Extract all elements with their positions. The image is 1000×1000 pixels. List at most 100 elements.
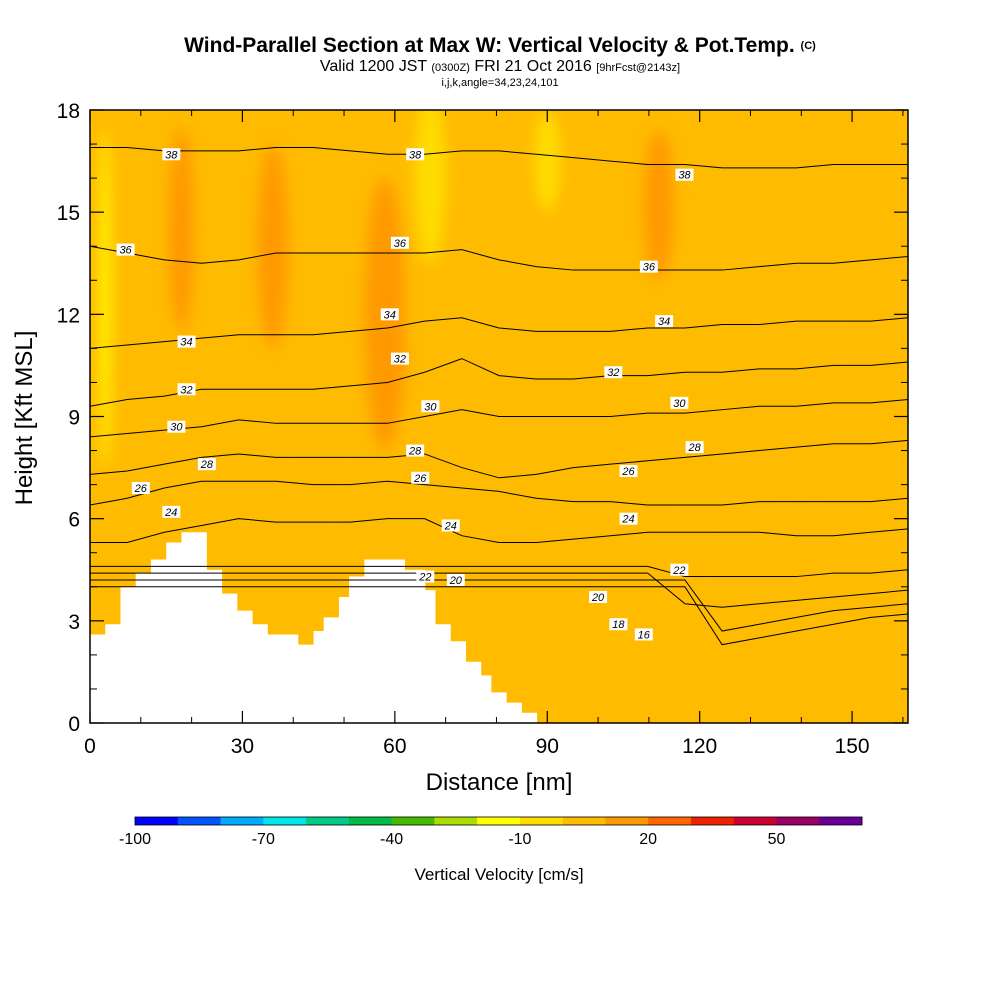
- theta-label-text: 26: [134, 483, 148, 495]
- theta-label-text: 30: [673, 398, 686, 410]
- theta-label-text: 20: [449, 575, 463, 587]
- chart-subtitle: Valid 1200 JST (0300Z) FRI 21 Oct 2016 […: [319, 58, 681, 75]
- x-tick-label: 150: [835, 735, 870, 758]
- theta-label: 34: [177, 335, 196, 349]
- theta-label-text: 24: [444, 520, 457, 532]
- colorbar-tick-label: -40: [380, 831, 403, 848]
- colorbar-swatch: [135, 817, 179, 825]
- theta-label: 28: [406, 444, 425, 458]
- theta-contour-32: [90, 358, 908, 407]
- y-tick-label: 18: [57, 100, 80, 123]
- theta-label: 26: [619, 464, 638, 478]
- theta-label-text: 30: [170, 422, 183, 434]
- theta-label: 28: [685, 441, 704, 454]
- theta-label-box: [406, 444, 425, 457]
- theta-label-box: [685, 441, 704, 454]
- theta-label: 34: [655, 315, 674, 328]
- theta-label: 30: [167, 420, 186, 434]
- theta-label-text: 30: [424, 401, 437, 413]
- theta-label-box: [609, 618, 628, 631]
- colorbar-swatch: [177, 817, 222, 825]
- theta-label: 36: [639, 260, 658, 274]
- theta-label-text: 34: [180, 337, 192, 349]
- theta-label: 32: [390, 352, 409, 366]
- colorbar-swatch: [519, 817, 564, 825]
- theta-label-box: [131, 482, 150, 495]
- theta-label-text: 28: [408, 446, 422, 458]
- colorbar-tick-label: 20: [639, 831, 657, 848]
- theta-label-box: [675, 168, 694, 181]
- colorbar-frame: [134, 816, 863, 826]
- theta-label: 38: [675, 168, 694, 182]
- theta-label-box: [604, 366, 623, 379]
- theta-label-box: [446, 573, 465, 586]
- theta-label-text: 24: [621, 514, 634, 526]
- theta-label-text: 28: [200, 459, 214, 471]
- theta-label: 20: [446, 573, 465, 587]
- theta-label-text: 32: [394, 354, 406, 366]
- theta-label-box: [655, 315, 674, 328]
- colorbar-title: Vertical Velocity [cm/s]: [414, 865, 583, 884]
- theta-contour-20: [90, 572, 908, 608]
- theta-label: 22: [416, 570, 435, 584]
- colorbar-swatch: [391, 817, 435, 825]
- colorbar-swatch: [434, 817, 478, 825]
- theta-contour-36: [90, 245, 908, 271]
- theta-label: 26: [411, 471, 430, 485]
- chart-title: Wind-Parallel Section at Max W: Vertical…: [184, 34, 816, 57]
- x-tick-label: 0: [84, 735, 96, 758]
- theta-label-text: 22: [672, 565, 685, 577]
- theta-label-text: 32: [607, 367, 619, 379]
- theta-contour-16: [90, 586, 908, 646]
- w-field-blob: [643, 130, 675, 281]
- theta-label-box: [589, 590, 608, 603]
- theta-contour-24: [90, 518, 908, 544]
- w-field-blob: [415, 110, 446, 264]
- theta-label-text: 20: [591, 592, 605, 604]
- theta-label-text: 22: [418, 572, 431, 584]
- theta-label-box: [162, 148, 181, 161]
- theta-label-box: [441, 519, 460, 532]
- theta-label-text: 26: [413, 473, 427, 485]
- colorbar-tick-label: -70: [252, 831, 275, 848]
- w-field-blob: [740, 110, 863, 485]
- theta-label-text: 38: [165, 149, 178, 161]
- y-tick-label: 0: [68, 713, 80, 736]
- y-tick-label: 3: [68, 611, 80, 634]
- colorbar-swatch: [562, 817, 606, 825]
- y-tick-label: 15: [57, 202, 80, 225]
- theta-label-box: [167, 420, 186, 433]
- theta-label-text: 16: [638, 629, 651, 641]
- theta-label-text: 36: [394, 238, 407, 250]
- colorbar: -100 -70 -40 -10 20 50: [119, 816, 863, 848]
- theta-label: 36: [116, 243, 135, 257]
- theta-label-text: 28: [687, 442, 701, 454]
- theta-contour-28: [90, 439, 908, 479]
- theta-contours: [90, 146, 908, 646]
- colorbar-swatch: [690, 817, 735, 825]
- colorbar-swatch: [263, 817, 307, 825]
- theta-label-box: [619, 464, 638, 477]
- theta-label: 16: [634, 628, 653, 641]
- chart-indices: i,j,k,angle=34,23,24,101: [441, 77, 559, 89]
- theta-label-box: [411, 471, 430, 484]
- colorbar-tick-label: -100: [119, 831, 151, 848]
- x-tick-label: 90: [536, 735, 559, 758]
- theta-label: 38: [406, 148, 425, 161]
- theta-label-box: [639, 260, 658, 273]
- theta-label-box: [162, 505, 181, 518]
- theta-label-box: [416, 570, 435, 583]
- x-tick-label: 30: [231, 735, 254, 758]
- theta-label-box: [197, 458, 216, 471]
- w-field-blob: [659, 212, 741, 621]
- theta-label: 24: [619, 512, 638, 526]
- colorbar-swatch: [477, 817, 521, 825]
- theta-label-text: 24: [164, 507, 177, 519]
- w-field-blob: [534, 110, 560, 213]
- theta-label-box: [406, 148, 425, 161]
- theta-label: 38: [162, 148, 181, 161]
- theta-label: 32: [604, 366, 623, 379]
- theta-label: 30: [670, 396, 689, 410]
- colorbar-tick-label: 50: [768, 831, 786, 848]
